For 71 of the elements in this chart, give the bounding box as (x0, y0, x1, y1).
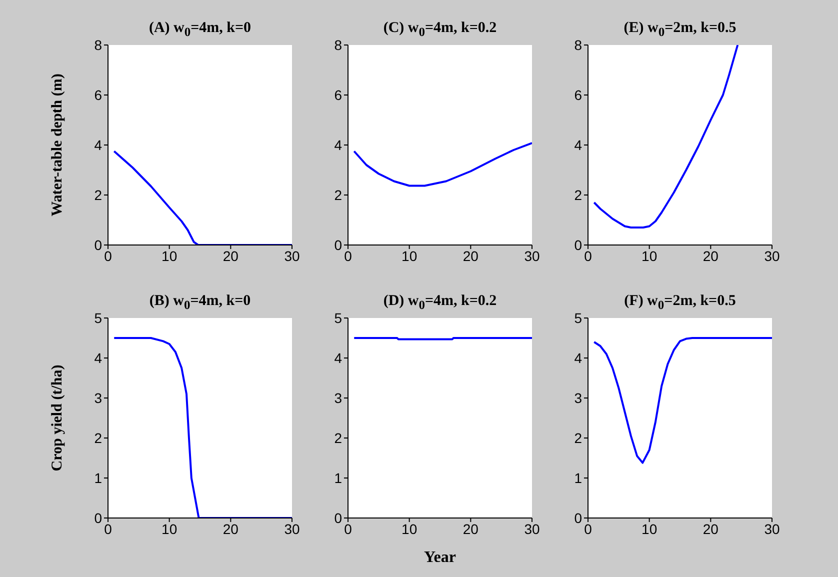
y-tick-label: 2 (94, 186, 102, 203)
y-tick-label: 1 (334, 470, 342, 486)
y-axis-title: Crop yield (t/ha) (49, 364, 66, 472)
y-tick-label: 0 (94, 236, 102, 253)
x-tick-label: 30 (284, 248, 300, 264)
y-tick-label: 2 (574, 186, 582, 203)
x-tick-label: 30 (284, 520, 300, 537)
y-tick-label: 8 (574, 36, 582, 53)
y-tick-label: 2 (94, 430, 102, 446)
x-tick-label: 10 (642, 248, 658, 264)
x-tick-label: 0 (104, 248, 112, 264)
line-series (113, 150, 292, 245)
x-tick-label: 20 (462, 248, 479, 264)
x-tick-label: 10 (642, 520, 658, 537)
chart-title: (F) w$_{0}$=2m, k=0.5 (624, 293, 736, 312)
y-tick-label: 2 (334, 186, 342, 203)
x-tick-label: 20 (702, 520, 719, 537)
chart-title: (C) w$_{0}$=4m, k=0.2 (383, 20, 497, 39)
chart-title: (D) w$_{0}$=4m, k=0.2 (383, 293, 497, 312)
x-tick-label: 10 (162, 248, 178, 264)
x-tick-label: 30 (764, 248, 780, 264)
x-tick-label: 30 (524, 248, 540, 264)
y-tick-label: 0 (334, 236, 342, 253)
y-tick-label: 3 (574, 390, 582, 406)
x-tick-label: 0 (584, 248, 592, 264)
y-tick-label: 6 (574, 86, 582, 103)
y-tick-label: 0 (574, 236, 582, 253)
x-tick-label: 0 (344, 520, 352, 537)
y-tick-label: 5 (94, 310, 102, 326)
line-series (593, 337, 772, 464)
y-tick-label: 6 (334, 86, 342, 103)
y-tick-label: 0 (574, 510, 582, 526)
chart-title: (E) w$_{0}$=2m, k=0.5 (624, 20, 736, 39)
x-tick-label: 30 (524, 520, 540, 537)
x-tick-label: 20 (222, 520, 239, 537)
y-tick-label: 3 (334, 390, 342, 406)
line-series (593, 45, 739, 228)
y-tick-label: 1 (574, 470, 582, 486)
x-tick-label: 30 (764, 520, 780, 537)
y-tick-label: 5 (334, 310, 342, 326)
y-tick-label: 2 (334, 430, 342, 446)
y-tick-label: 4 (334, 136, 342, 153)
x-tick-label: 0 (104, 520, 112, 537)
y-tick-label: 2 (574, 430, 582, 446)
y-tick-label: 4 (94, 350, 102, 366)
x-axis-title: Year (424, 549, 456, 566)
chart-title: (B) w$_{0}$=4m, k=0 (149, 293, 251, 312)
x-tick-label: 20 (462, 520, 479, 537)
x-tick-label: 0 (344, 248, 352, 264)
y-tick-label: 8 (334, 36, 342, 53)
y-tick-label: 1 (94, 470, 102, 486)
y-tick-label: 4 (334, 350, 342, 366)
y-tick-label: 3 (94, 390, 102, 406)
y-tick-label: 8 (94, 36, 102, 53)
y-tick-label: 0 (334, 510, 342, 526)
x-tick-label: 20 (702, 248, 719, 264)
x-tick-label: 10 (402, 248, 418, 264)
y-axis-title: Water-table depth (m) (49, 74, 66, 216)
line-series (353, 142, 532, 187)
x-tick-label: 10 (162, 520, 178, 537)
y-tick-label: 5 (574, 310, 582, 326)
y-tick-label: 0 (94, 510, 102, 526)
line-series (113, 337, 292, 518)
x-tick-label: 10 (402, 520, 418, 537)
y-tick-label: 4 (574, 136, 582, 153)
y-tick-label: 6 (94, 86, 102, 103)
x-tick-label: 0 (584, 520, 592, 537)
x-tick-label: 20 (222, 248, 239, 264)
chart-title: (A) w$_{0}$=4m, k=0 (148, 20, 252, 39)
y-tick-label: 4 (574, 350, 582, 366)
y-tick-label: 4 (94, 136, 102, 153)
